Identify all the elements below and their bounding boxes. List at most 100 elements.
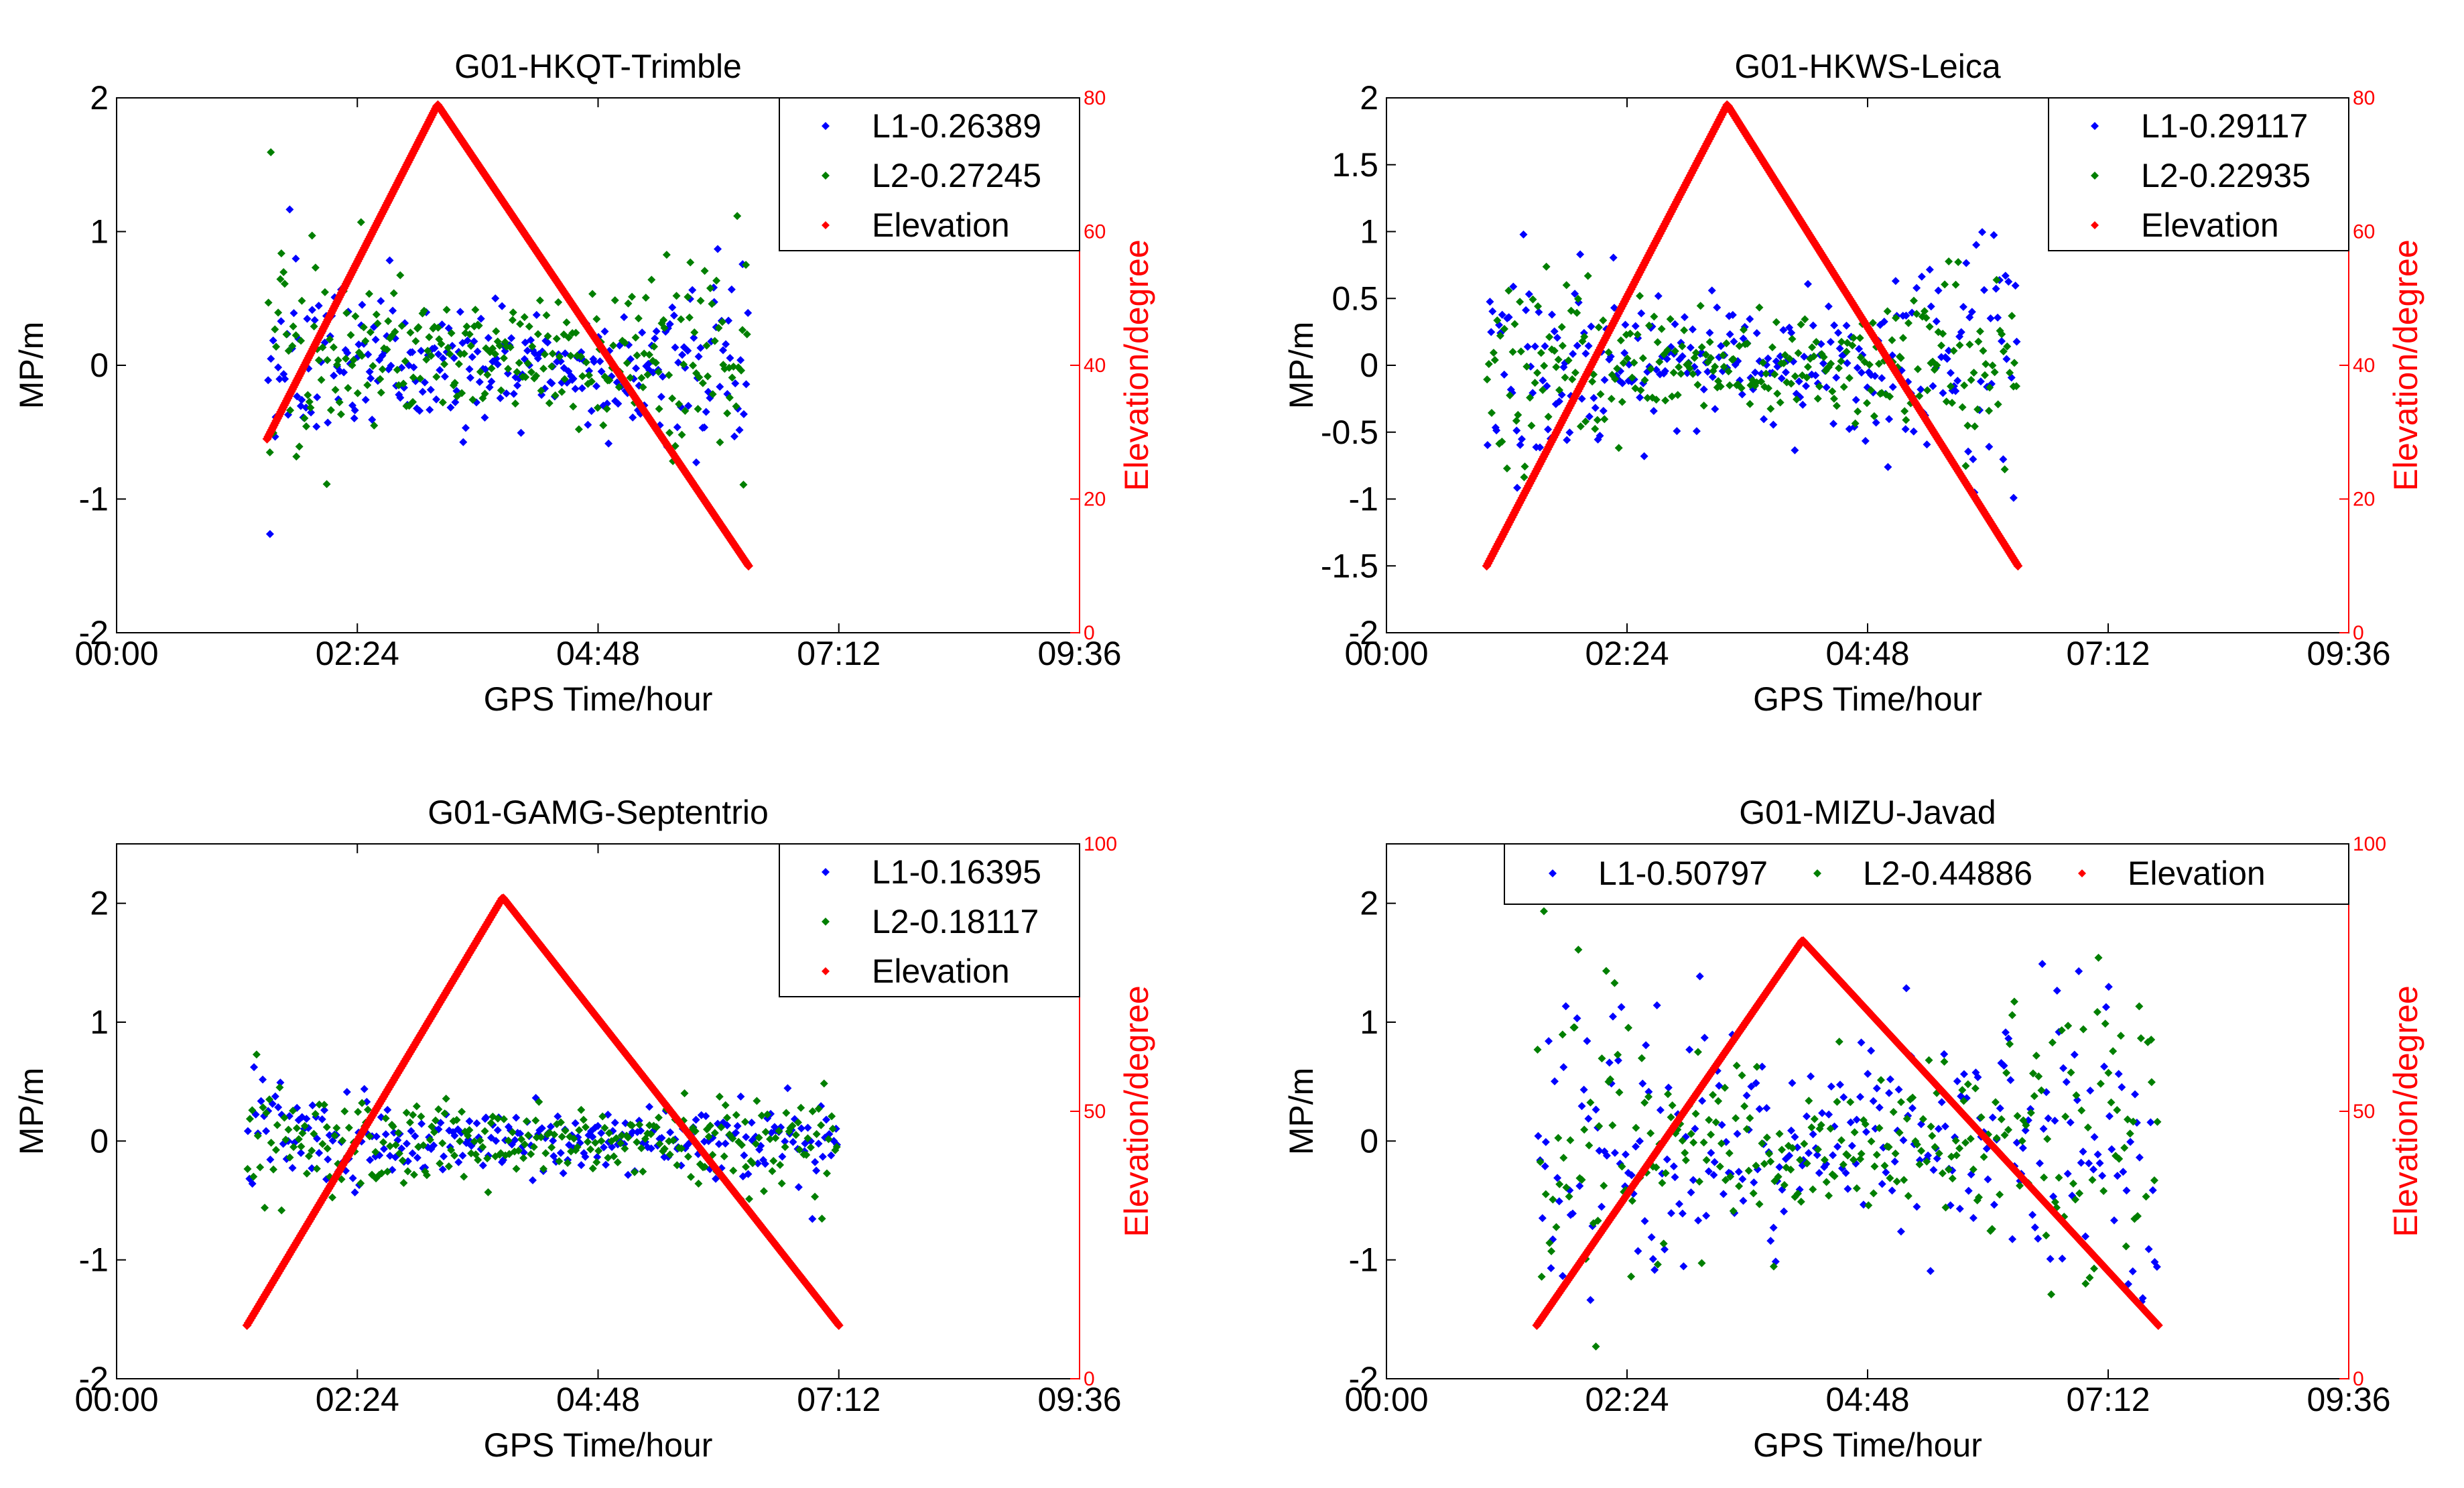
data-point xyxy=(1832,373,1841,382)
data-point xyxy=(1596,432,1604,440)
data-point xyxy=(559,1169,568,1178)
data-point xyxy=(1555,1180,1564,1188)
data-point xyxy=(688,286,697,294)
data-point xyxy=(1529,295,1537,304)
data-point xyxy=(307,408,316,417)
data-point xyxy=(271,1092,279,1101)
data-point xyxy=(1901,425,1910,434)
data-point xyxy=(1547,1247,1556,1255)
data-point xyxy=(1960,381,1969,390)
data-point xyxy=(272,343,281,351)
data-point xyxy=(1787,379,1795,388)
x-tick-label: 07:12 xyxy=(2066,1381,2150,1418)
data-point xyxy=(243,1164,252,1173)
data-point xyxy=(708,390,717,399)
data-point xyxy=(2093,1007,2101,1016)
data-point xyxy=(1941,280,1949,289)
data-point xyxy=(556,1118,565,1127)
data-point xyxy=(383,1167,392,1176)
data-point xyxy=(1859,1200,1868,1209)
data-point xyxy=(728,1134,737,1143)
data-point xyxy=(312,422,321,431)
data-point xyxy=(1999,455,2008,464)
data-point xyxy=(1951,280,1960,289)
data-point xyxy=(1573,294,1582,303)
data-point xyxy=(1558,341,1567,350)
data-point xyxy=(288,342,297,351)
data-point xyxy=(422,355,431,364)
y-axis-label: MP/m xyxy=(13,1068,50,1156)
data-point xyxy=(1994,400,2002,409)
data-point xyxy=(532,310,541,319)
data-point xyxy=(432,395,441,404)
data-point xyxy=(592,382,601,391)
data-point xyxy=(282,330,291,338)
data-point xyxy=(724,316,733,325)
data-point xyxy=(1797,1197,1805,1206)
data-point xyxy=(409,373,417,382)
data-point xyxy=(1594,323,1603,332)
data-point xyxy=(1882,1168,1890,1177)
data-point xyxy=(314,302,323,310)
data-point xyxy=(691,1127,700,1135)
data-point xyxy=(1939,389,1947,397)
data-point xyxy=(1620,349,1629,357)
data-point xyxy=(1752,1162,1760,1170)
data-point xyxy=(2136,1034,2145,1042)
data-point xyxy=(1749,1189,1758,1198)
data-point xyxy=(669,311,678,320)
data-point xyxy=(1946,369,1955,377)
data-point xyxy=(2081,1280,2090,1288)
data-point xyxy=(1990,1200,1998,1209)
data-point xyxy=(1664,1083,1673,1092)
data-point xyxy=(1550,347,1559,355)
data-point xyxy=(1990,231,1998,239)
data-point xyxy=(348,1174,357,1182)
data-point xyxy=(1787,328,1796,337)
data-point xyxy=(539,1164,548,1173)
data-point xyxy=(628,292,637,301)
data-point xyxy=(376,375,385,383)
data-point xyxy=(543,332,552,340)
data-point xyxy=(458,1152,467,1160)
data-point xyxy=(1895,1128,1904,1137)
legend-marker xyxy=(2091,172,2099,180)
data-point xyxy=(1709,1091,1717,1099)
data-point xyxy=(820,1079,828,1088)
data-point xyxy=(1815,1169,1823,1178)
data-point xyxy=(491,294,500,303)
data-point xyxy=(2000,1061,2008,1070)
data-point xyxy=(1934,286,1943,295)
data-point xyxy=(1540,361,1549,370)
data-point xyxy=(1520,473,1529,481)
data-point xyxy=(1787,1166,1795,1174)
data-point xyxy=(2107,1098,2116,1107)
data-point xyxy=(484,334,493,343)
data-point xyxy=(484,1188,493,1196)
data-point xyxy=(793,1118,802,1127)
data-point xyxy=(298,395,306,404)
data-point xyxy=(293,392,302,401)
data-point xyxy=(1932,317,1941,326)
data-point xyxy=(586,1145,595,1154)
data-point xyxy=(1701,351,1710,359)
data-point xyxy=(2006,369,2014,377)
data-point xyxy=(684,1152,693,1161)
data-point xyxy=(665,371,673,379)
data-point xyxy=(1878,374,1886,383)
data-point xyxy=(1934,1125,1943,1133)
data-point xyxy=(1883,307,1892,316)
legend-label: Elevation xyxy=(872,952,1010,990)
data-point xyxy=(1815,382,1824,391)
data-point xyxy=(658,372,667,381)
data-point xyxy=(312,1164,321,1173)
data-point xyxy=(1739,326,1748,334)
data-point xyxy=(393,365,401,374)
data-point xyxy=(1536,1158,1545,1166)
data-point xyxy=(279,267,288,276)
data-point xyxy=(363,1105,372,1114)
data-point xyxy=(547,1143,556,1152)
data-point xyxy=(365,290,373,298)
data-point xyxy=(1680,326,1689,334)
data-point xyxy=(389,289,398,298)
